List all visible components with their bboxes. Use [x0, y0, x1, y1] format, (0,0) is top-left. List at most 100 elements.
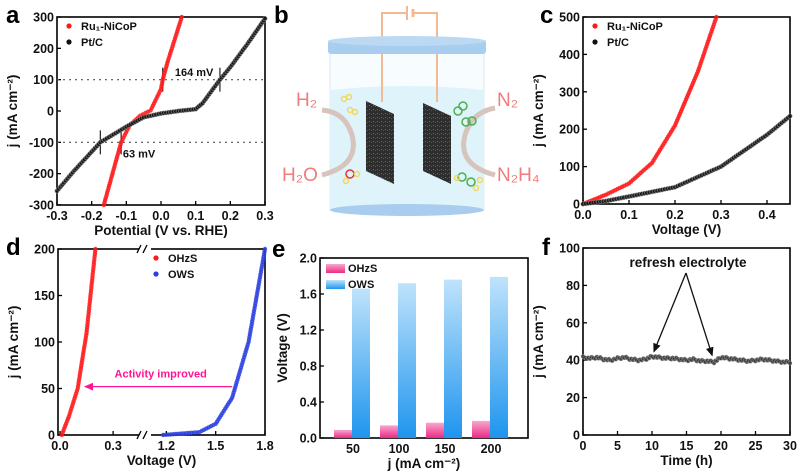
bubbles — [340, 93, 484, 192]
y-tick-label: 80 — [566, 279, 580, 293]
x-tick-label: 0.1 — [620, 208, 637, 222]
y-tick-label: 150 — [34, 289, 55, 303]
plot-frame — [57, 248, 266, 436]
y-tick-label: 2.0 — [300, 252, 317, 266]
x-tick-label: 0 — [580, 439, 587, 453]
data-point-series — [787, 360, 793, 366]
panel-letter-f: f — [542, 234, 551, 261]
legend-marker-ru-nicop — [66, 23, 72, 29]
series-ows — [160, 246, 268, 438]
y-tick-label: 20 — [566, 391, 580, 405]
panel-letter-b: b — [274, 2, 289, 29]
x-tick-label: 0.3 — [104, 439, 121, 453]
x-axis-label: Time (h) — [660, 453, 712, 468]
legend-marker-pt-c — [592, 39, 598, 45]
y-axis-label: j (mA cm⁻²) — [531, 74, 546, 148]
x-axis-label: Potential (V vs. RHE) — [94, 223, 228, 238]
y-tick-label: 200 — [559, 123, 580, 137]
x-tick-label: 1.5 — [207, 439, 224, 453]
data-point-ru-nicop — [714, 14, 719, 20]
legend-label-pt-c: Pt/C — [81, 37, 103, 49]
y-tick-label: 100 — [559, 242, 580, 256]
y-tick-label: 0 — [573, 429, 580, 443]
y-axis-label: j (mA cm⁻²) — [6, 306, 21, 380]
bar-ohzs — [426, 422, 444, 438]
x-tick-label: -0.3 — [46, 209, 68, 223]
panel-letter-e: e — [272, 236, 285, 263]
x-tick-label: 20 — [714, 439, 728, 453]
x-tick-label: 0.0 — [51, 439, 68, 453]
axis-break-mark — [142, 244, 148, 254]
label-h2o: H₂O — [282, 165, 318, 186]
cathode-electrode — [366, 101, 394, 184]
axis-break-mark — [136, 430, 142, 440]
x-axis-label: Voltage (V) — [127, 453, 197, 468]
legend-label-ru-nicop: Ru₁-NiCoP — [81, 21, 137, 33]
x-tick-label: 15 — [680, 439, 694, 453]
chart-panel-a: -300 -200 -100 0 100 200 300 -0.3 -0.2 -0.1 0.0 0.1… — [5, 11, 274, 239]
x-tick-label: 0.2 — [222, 209, 239, 223]
x-tick-label: 5 — [614, 439, 621, 453]
x-tick-label: 25 — [749, 439, 763, 453]
y-tick-label: 1.2 — [300, 324, 317, 338]
anode-electrode — [423, 103, 451, 184]
legend-swatch-ohzs — [326, 264, 345, 273]
y-tick-label: 50 — [41, 382, 55, 396]
legend-label-ru-nicop: Ru₁-NiCoP — [607, 21, 663, 33]
x-tick-label: 0.3 — [712, 208, 729, 222]
y-tick-label: 100 — [559, 160, 580, 174]
y-tick-label: 400 — [559, 48, 580, 62]
x-tick-label: 30 — [783, 439, 797, 453]
legend-swatch-ows — [326, 280, 345, 289]
label-n2: N₂ — [497, 90, 518, 111]
y-tick-label: 1.6 — [300, 288, 317, 302]
activity-annotation: Activity improved — [115, 369, 207, 381]
legend-label-ohzs: OHzS — [348, 263, 377, 275]
y-tick-label: 200 — [33, 42, 54, 56]
electrolyzer-diagram: H₂ H₂O N₂ N₂H₄ — [282, 6, 540, 216]
data-point-ohzs — [93, 246, 98, 252]
chart-panel-e: 0.0 0.4 0.8 1.2 1.6 2.0 j (mA cm⁻²) Voltage (V)… — [275, 252, 529, 471]
refresh-arrow — [653, 272, 687, 353]
h2-arrow — [321, 107, 356, 178]
label-n2h4: N₂H₄ — [497, 165, 540, 186]
panel-letter-a: a — [6, 2, 20, 29]
y-tick-label: -300 — [29, 199, 54, 213]
n2-arrow — [461, 105, 496, 178]
x-tick-label: 0.1 — [187, 209, 204, 223]
y-tick-label: -200 — [29, 167, 54, 181]
legend-label-pt-c: Pt/C — [607, 37, 629, 49]
panel-letter-c: c — [540, 2, 553, 29]
data-point-ows — [262, 246, 268, 252]
y-tick-label: 500 — [559, 11, 580, 25]
legend-label-ows: OWS — [168, 269, 194, 281]
data-point-pt-c — [262, 16, 268, 22]
y-tick-label: -100 — [29, 136, 54, 150]
x-tick-label: 0.2 — [666, 208, 683, 222]
y-tick-label: 0.4 — [300, 396, 317, 410]
x-category-label: 200 — [481, 442, 502, 456]
bar-ows — [352, 288, 370, 438]
y-tick-label: 100 — [34, 336, 55, 350]
x-tick-label: -0.2 — [81, 209, 103, 223]
bar-ows — [444, 279, 462, 438]
axis-break-mark — [136, 244, 142, 254]
axis-break-mark — [142, 430, 148, 440]
label-h2: H₂ — [296, 90, 317, 111]
series-ohzs — [59, 246, 98, 438]
y-tick-label: 60 — [566, 316, 580, 330]
x-category-label: 50 — [346, 442, 360, 456]
y-tick-label: 200 — [34, 243, 55, 257]
series-pt-c — [54, 16, 268, 194]
plot-frame — [582, 16, 791, 205]
x-axis-label: j (mA cm⁻²) — [387, 456, 461, 471]
series-pt-c — [580, 113, 793, 207]
legend-marker-ows — [153, 271, 159, 277]
y-tick-label: 0.0 — [300, 432, 317, 446]
bar-ohzs — [472, 420, 490, 438]
y-axis-label: Voltage (V) — [275, 313, 290, 383]
plot-frame — [319, 257, 529, 439]
x-tick-label: 1.2 — [158, 439, 175, 453]
bar-ows — [490, 276, 508, 438]
